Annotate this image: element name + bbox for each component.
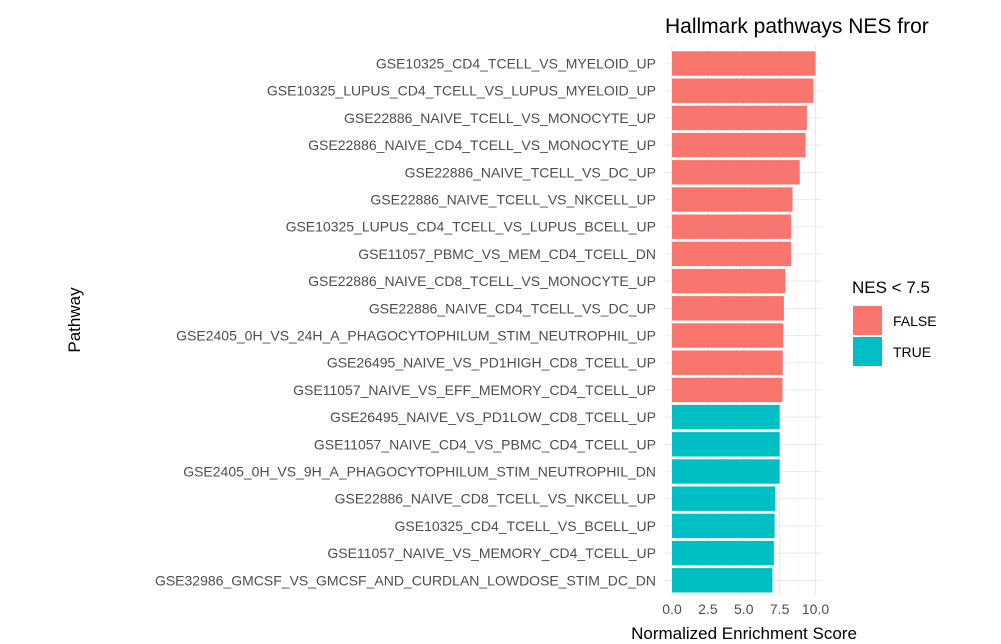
x-tick-label: 5.0 (734, 601, 754, 617)
x-tick-labels: 0.0 2.5 5.0 7.5 10.0 (662, 601, 829, 617)
y-tick-label: GSE22886_NAIVE_CD8_TCELL_VS_NKCELL_UP (335, 491, 656, 507)
bar (672, 132, 806, 158)
bars (672, 51, 816, 593)
y-tick-label: GSE32986_GMCSF_VS_GMCSF_AND_CURDLAN_LOWD… (155, 572, 656, 588)
bar (672, 214, 792, 239)
bar (672, 78, 814, 103)
legend-key-true (853, 337, 882, 366)
y-tick-label: GSE22886_NAIVE_CD4_TCELL_VS_DC_UP (369, 300, 656, 316)
bar (672, 241, 792, 267)
bar (672, 377, 783, 403)
y-tick-label: GSE22886_NAIVE_TCELL_VS_NKCELL_UP (370, 192, 656, 208)
bar (672, 296, 784, 321)
bar (672, 268, 786, 294)
y-tick-label: GSE22886_NAIVE_TCELL_VS_MONOCYTE_UP (344, 110, 656, 126)
y-tick-label: GSE2405_0H_VS_9H_A_PHAGOCYTOPHILUM_STIM_… (183, 464, 656, 480)
bar (672, 350, 783, 375)
bar (672, 486, 776, 511)
y-tick-label: GSE11057_NAIVE_CD4_VS_PBMC_CD4_TCELL_UP (314, 436, 656, 452)
chart-title: Hallmark pathways NES fror (665, 15, 929, 38)
bar (672, 51, 816, 76)
y-tick-label: GSE11057_PBMC_VS_MEM_CD4_TCELL_DN (358, 246, 656, 262)
y-tick-label: GSE11057_NAIVE_VS_MEMORY_CD4_TCELL_UP (327, 545, 656, 561)
bar (672, 540, 774, 566)
x-tick-label: 2.5 (698, 601, 718, 617)
legend: NES < 7.5 FALSE TRUE (852, 278, 937, 366)
legend-label-false: FALSE (893, 313, 937, 329)
bar (672, 187, 793, 212)
y-tick-label: GSE2405_0H_VS_24H_A_PHAGOCYTOPHILUM_STIM… (176, 328, 656, 344)
y-tick-label: GSE22886_NAIVE_TCELL_VS_DC_UP (405, 164, 656, 180)
y-tick-labels: GSE10325_CD4_TCELL_VS_MYELOID_UP GSE10325… (155, 56, 656, 589)
legend-title: NES < 7.5 (852, 278, 930, 297)
y-tick-label: GSE10325_LUPUS_CD4_TCELL_VS_LUPUS_BCELL_… (286, 219, 656, 235)
x-axis-title: Normalized Enrichment Score (631, 624, 857, 643)
y-tick-label: GSE10325_CD4_TCELL_VS_MYELOID_UP (376, 56, 656, 72)
bar (672, 160, 800, 185)
bar (672, 513, 775, 539)
x-tick-label: 10.0 (802, 601, 829, 617)
bar (672, 323, 784, 348)
y-tick-label: GSE11057_NAIVE_VS_EFF_MEMORY_CD4_TCELL_U… (293, 382, 656, 398)
bar (672, 404, 780, 430)
y-tick-label: GSE26495_NAIVE_VS_PD1LOW_CD8_TCELL_UP (330, 409, 656, 425)
bar (672, 459, 780, 484)
y-axis-title: Pathway (65, 287, 84, 353)
y-tick-label: GSE10325_CD4_TCELL_VS_BCELL_UP (395, 518, 657, 534)
legend-label-true: TRUE (893, 344, 931, 360)
legend-key-false (853, 306, 882, 335)
y-tick-label: GSE26495_NAIVE_VS_PD1HIGH_CD8_TCELL_UP (327, 355, 656, 371)
y-tick-label: GSE22886_NAIVE_CD4_TCELL_VS_MONOCYTE_UP (308, 137, 656, 153)
bar (672, 568, 773, 593)
x-tick-label: 0.0 (662, 601, 682, 617)
y-tick-label: GSE10325_LUPUS_CD4_TCELL_VS_LUPUS_MYELOI… (267, 83, 656, 99)
y-tick-label: GSE22886_NAIVE_CD8_TCELL_VS_MONOCYTE_UP (308, 273, 656, 289)
x-tick-label: 7.5 (770, 601, 790, 617)
bar (672, 432, 780, 457)
bar (672, 105, 807, 131)
